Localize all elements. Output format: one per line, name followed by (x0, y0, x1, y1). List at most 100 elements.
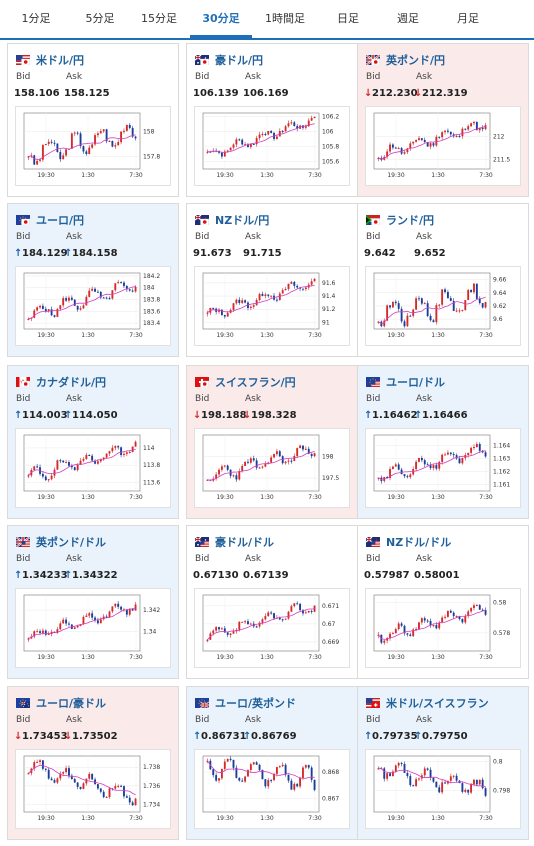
card-title[interactable]: スイスフラン/円 (195, 374, 296, 390)
tab-15min[interactable]: 15分足 (141, 12, 177, 25)
candlestick-chart[interactable]: 91.6 91.4 91.2 91 19:30 1:30 7:30 (194, 266, 350, 346)
card-title[interactable]: 豪ドル/円 (195, 52, 263, 68)
pair-name[interactable]: 豪ドル/ドル (215, 536, 275, 549)
candle-body (238, 621, 241, 630)
tab-weekly[interactable]: 週足 (397, 12, 419, 25)
card-title[interactable]: 英ポンド/ドル (16, 534, 106, 550)
moving-average-line (28, 134, 136, 160)
candlestick-chart[interactable]: 158 157.8 19:30 1:30 7:30 (15, 106, 171, 186)
candlestick-chart[interactable]: 184.2 184 183.8 183.6 183.4 19:30 1:30 7:30 (15, 266, 171, 346)
currency-card[interactable]: 豪ドル/ドル Bid Ask 0.67130 0.67139 0.671 0.67 0.669… (186, 525, 358, 679)
tab-monthly[interactable]: 月足 (457, 12, 479, 25)
candlestick-chart[interactable]: 9.66 9.64 9.62 9.6 19:30 1:30 7:30 (365, 266, 521, 346)
candlestick-chart[interactable]: 0.868 0.867 19:30 1:30 7:30 (194, 749, 350, 829)
currency-card[interactable]: カナダドル/円 Bid Ask ↑114.003 ↑114.050 114 113.8 113… (7, 365, 179, 519)
moving-average-line (207, 451, 315, 481)
candle-body (117, 282, 120, 284)
currency-card[interactable]: 米ドル/スイスフラン Bid Ask ↑0.79735 ↑0.79750 0.8 0.798… (357, 686, 529, 840)
pair-name[interactable]: ユーロ/豪ドル (36, 697, 107, 710)
candlestick-chart[interactable]: 1.342 1.34 19:30 1:30 7:30 (15, 588, 171, 668)
pair-name[interactable]: スイスフラン/円 (215, 376, 296, 389)
currency-card[interactable]: ユーロ/円 Bid Ask ↑184.129 ↑184.158 184.2 184 183.8… (7, 203, 179, 357)
bid-price: 0.67130 (193, 570, 239, 581)
pair-name[interactable]: NZドル/円 (215, 214, 270, 227)
candle-body (290, 460, 293, 462)
pair-name[interactable]: ユーロ/ドル (386, 376, 446, 389)
card-title[interactable]: ユーロ/英ポンド (195, 695, 296, 711)
tab-1min[interactable]: 1分足 (21, 12, 51, 25)
card-title[interactable]: カナダドル/円 (16, 374, 106, 390)
candle-body (270, 295, 273, 297)
y-tick-label: 1.34 (143, 629, 157, 636)
candlestick-chart[interactable]: 1.738 1.736 1.734 19:30 1:30 7:30 (15, 749, 171, 829)
candle-body (444, 454, 446, 456)
candle-body (229, 633, 232, 635)
candle-body (255, 300, 258, 306)
candle-body (304, 765, 307, 768)
pair-name[interactable]: カナダドル/円 (36, 376, 107, 389)
y-tick-label: 0.58 (493, 600, 507, 607)
candlestick-chart[interactable]: 212 211.5 19:30 1:30 7:30 (365, 106, 521, 186)
pair-name[interactable]: 米ドル/円 (36, 54, 85, 67)
currency-card[interactable]: NZドル/ドル Bid Ask 0.57987 0.58001 0.58 0.578 19:3… (357, 525, 529, 679)
candle-body (85, 454, 88, 459)
card-title[interactable]: 米ドル/円 (16, 52, 84, 68)
currency-card[interactable]: 英ポンド/円 Bid Ask ↓212.230 ↓212.319 212 211.5 19:3… (357, 43, 529, 197)
y-tick-label: 212 (493, 133, 505, 140)
currency-card[interactable]: 英ポンド/ドル Bid Ask ↑1.34233 ↑1.34322 1.342 1.34 19… (7, 525, 179, 679)
y-tick-label: 0.867 (322, 796, 339, 803)
pair-name[interactable]: ユーロ/英ポンド (215, 697, 297, 710)
card-title[interactable]: 英ポンド/円 (366, 52, 445, 68)
candle-body (473, 446, 475, 448)
candle-body (82, 616, 85, 625)
candlestick-chart[interactable]: 106.2 106 105.8 105.6 19:30 1:30 7:30 (194, 106, 350, 186)
currency-card[interactable]: ユーロ/英ポンド Bid Ask ↑0.86731 ↑0.86769 0.868 0.867… (186, 686, 358, 840)
card-title[interactable]: 豪ドル/ドル (195, 534, 274, 550)
candlestick-chart[interactable]: 198 197.5 19:30 1:30 7:30 (194, 428, 350, 508)
card-title[interactable]: ユーロ/ドル (366, 374, 445, 390)
gb-jp-flag-icon (366, 55, 380, 65)
currency-card[interactable]: ユーロ/豪ドル Bid Ask ↓1.73453 ↓1.73502 1.738 1.736 1… (7, 686, 179, 840)
candle-body (420, 138, 423, 140)
card-title[interactable]: ユーロ/豪ドル (16, 695, 106, 711)
candlestick-chart[interactable]: 1.164 1.163 1.162 1.161 19:30 1:30 7:30 (365, 428, 521, 508)
candle-body (241, 465, 244, 472)
candlestick-chart[interactable]: 0.8 0.798 19:30 1:30 7:30 (365, 749, 521, 829)
card-title[interactable]: ランド/円 (366, 212, 434, 228)
candle-body (59, 305, 62, 309)
candle-body (47, 309, 50, 312)
currency-card[interactable]: ランド/円 Bid Ask 9.642 9.652 9.66 9.64 9.62 9.6 19:3… (357, 203, 529, 357)
pair-name[interactable]: 英ポンド/円 (386, 54, 446, 67)
candle-body (481, 779, 484, 789)
card-title[interactable]: 米ドル/スイスフラン (366, 695, 489, 711)
currency-card[interactable]: スイスフラン/円 Bid Ask ↓198.188 ↓198.328 198 197.5 19… (186, 365, 358, 519)
x-tick-label: 1:30 (260, 494, 274, 501)
currency-card[interactable]: NZドル/円 Bid Ask 91.673 91.715 91.6 91.4 91.2 91 19… (186, 203, 358, 357)
ask-price: 0.79750 (422, 731, 468, 742)
pair-name[interactable]: 米ドル/スイスフラン (386, 697, 489, 710)
currency-card[interactable]: 米ドル/円 Bid Ask 158.106 158.125 158 157.8 19:30 1:… (7, 43, 179, 197)
plot-frame (373, 755, 491, 813)
candle-body (220, 628, 223, 630)
currency-card[interactable]: ユーロ/ドル Bid Ask ↑1.16462 ↑1.16466 1.164 1.163 1.… (357, 365, 529, 519)
candle-body (76, 305, 79, 310)
tab-5min[interactable]: 5分足 (85, 12, 115, 25)
pair-name[interactable]: 英ポンド/ドル (36, 536, 107, 549)
candlestick-chart[interactable]: 0.671 0.67 0.669 19:30 1:30 7:30 (194, 588, 350, 668)
pair-name[interactable]: ユーロ/円 (36, 214, 85, 227)
candlestick-chart[interactable]: 0.58 0.578 19:30 1:30 7:30 (365, 588, 521, 668)
card-title[interactable]: ユーロ/円 (16, 212, 84, 228)
candle-body (261, 619, 264, 623)
pair-name[interactable]: NZドル/ドル (386, 536, 452, 549)
pair-name[interactable]: ランド/円 (386, 214, 435, 227)
tab-daily[interactable]: 日足 (337, 12, 359, 25)
currency-card[interactable]: 豪ドル/円 Bid Ask 106.139 106.169 106.2 106 105.8 10… (186, 43, 358, 197)
candle-body (397, 464, 400, 470)
pair-name[interactable]: 豪ドル/円 (215, 54, 264, 67)
card-title[interactable]: NZドル/円 (195, 212, 269, 228)
candlestick-chart[interactable]: 114 113.8 113.6 19:30 1:30 7:30 (15, 428, 171, 508)
candle-body (105, 616, 108, 618)
card-title[interactable]: NZドル/ドル (366, 534, 451, 550)
tab-30min[interactable]: 30分足 (190, 0, 252, 38)
tab-1hour[interactable]: 1時間足 (265, 12, 305, 25)
